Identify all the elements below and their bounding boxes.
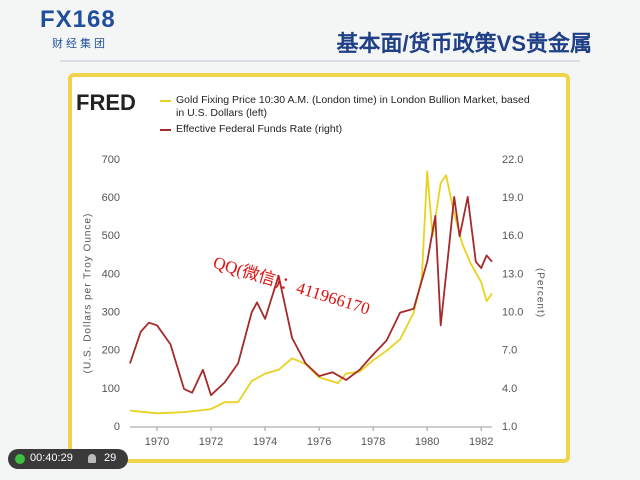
y2-tick-label: 13.0 xyxy=(502,268,523,280)
header-rule xyxy=(60,60,580,62)
x-tick-label: 1982 xyxy=(469,436,493,448)
y-tick-label: 200 xyxy=(102,345,120,357)
slide-title: 基本面/货币政策VS贵金属 xyxy=(336,31,592,56)
live-dot xyxy=(15,454,25,464)
y-tick-label: 0 xyxy=(114,421,120,433)
legend-label: Effective Federal Funds Rate (right) xyxy=(176,123,343,135)
legend-entry: Effective Federal Funds Rate (right) xyxy=(160,123,530,136)
y-axis-label: (U.S. Dollars per Troy Ounce) xyxy=(83,213,94,374)
series-line xyxy=(129,196,493,397)
legend-swatch xyxy=(160,100,171,102)
legend-label: Gold Fixing Price 10:30 A.M. (London tim… xyxy=(176,94,530,119)
x-tick-label: 1980 xyxy=(415,436,439,448)
timer: 00:40:29 xyxy=(30,452,73,464)
viewers: 29 xyxy=(104,452,117,464)
y-tick-label: 500 xyxy=(102,230,120,242)
y2-tick-label: 4.0 xyxy=(502,383,517,395)
x-tick-label: 1974 xyxy=(253,436,277,448)
logo: FX168 xyxy=(40,6,116,33)
brand: FRED xyxy=(76,90,136,115)
logo-sub: 财经集团 xyxy=(52,38,108,50)
legend: Gold Fixing Price 10:30 A.M. (London tim… xyxy=(160,94,530,139)
x-tick-label: 1978 xyxy=(361,436,385,448)
legend-swatch xyxy=(160,129,171,131)
x-tick-label: 1970 xyxy=(145,436,169,448)
y2-tick-label: 16.0 xyxy=(502,230,523,242)
y-tick-label: 600 xyxy=(102,192,120,204)
series-line xyxy=(129,170,493,415)
x-tick-label: 1976 xyxy=(307,436,331,448)
y-tick-label: 300 xyxy=(102,306,120,318)
y2-axis-label: (Percent) xyxy=(534,268,545,318)
chart-frame xyxy=(68,73,570,463)
x-tick-label: 1972 xyxy=(199,436,223,448)
viewer-icon xyxy=(88,454,96,463)
y2-tick-label: 10.0 xyxy=(502,306,523,318)
y-tick-label: 400 xyxy=(102,268,120,280)
y2-tick-label: 7.0 xyxy=(502,345,517,357)
y2-tick-label: 1.0 xyxy=(502,421,517,433)
status-bar: 00:40:29 29 xyxy=(8,449,128,469)
y-tick-label: 700 xyxy=(102,154,120,166)
y2-tick-label: 22.0 xyxy=(502,154,523,166)
y-tick-label: 100 xyxy=(102,383,120,395)
y2-tick-label: 19.0 xyxy=(502,192,523,204)
legend-entry: Gold Fixing Price 10:30 A.M. (London tim… xyxy=(160,94,530,120)
